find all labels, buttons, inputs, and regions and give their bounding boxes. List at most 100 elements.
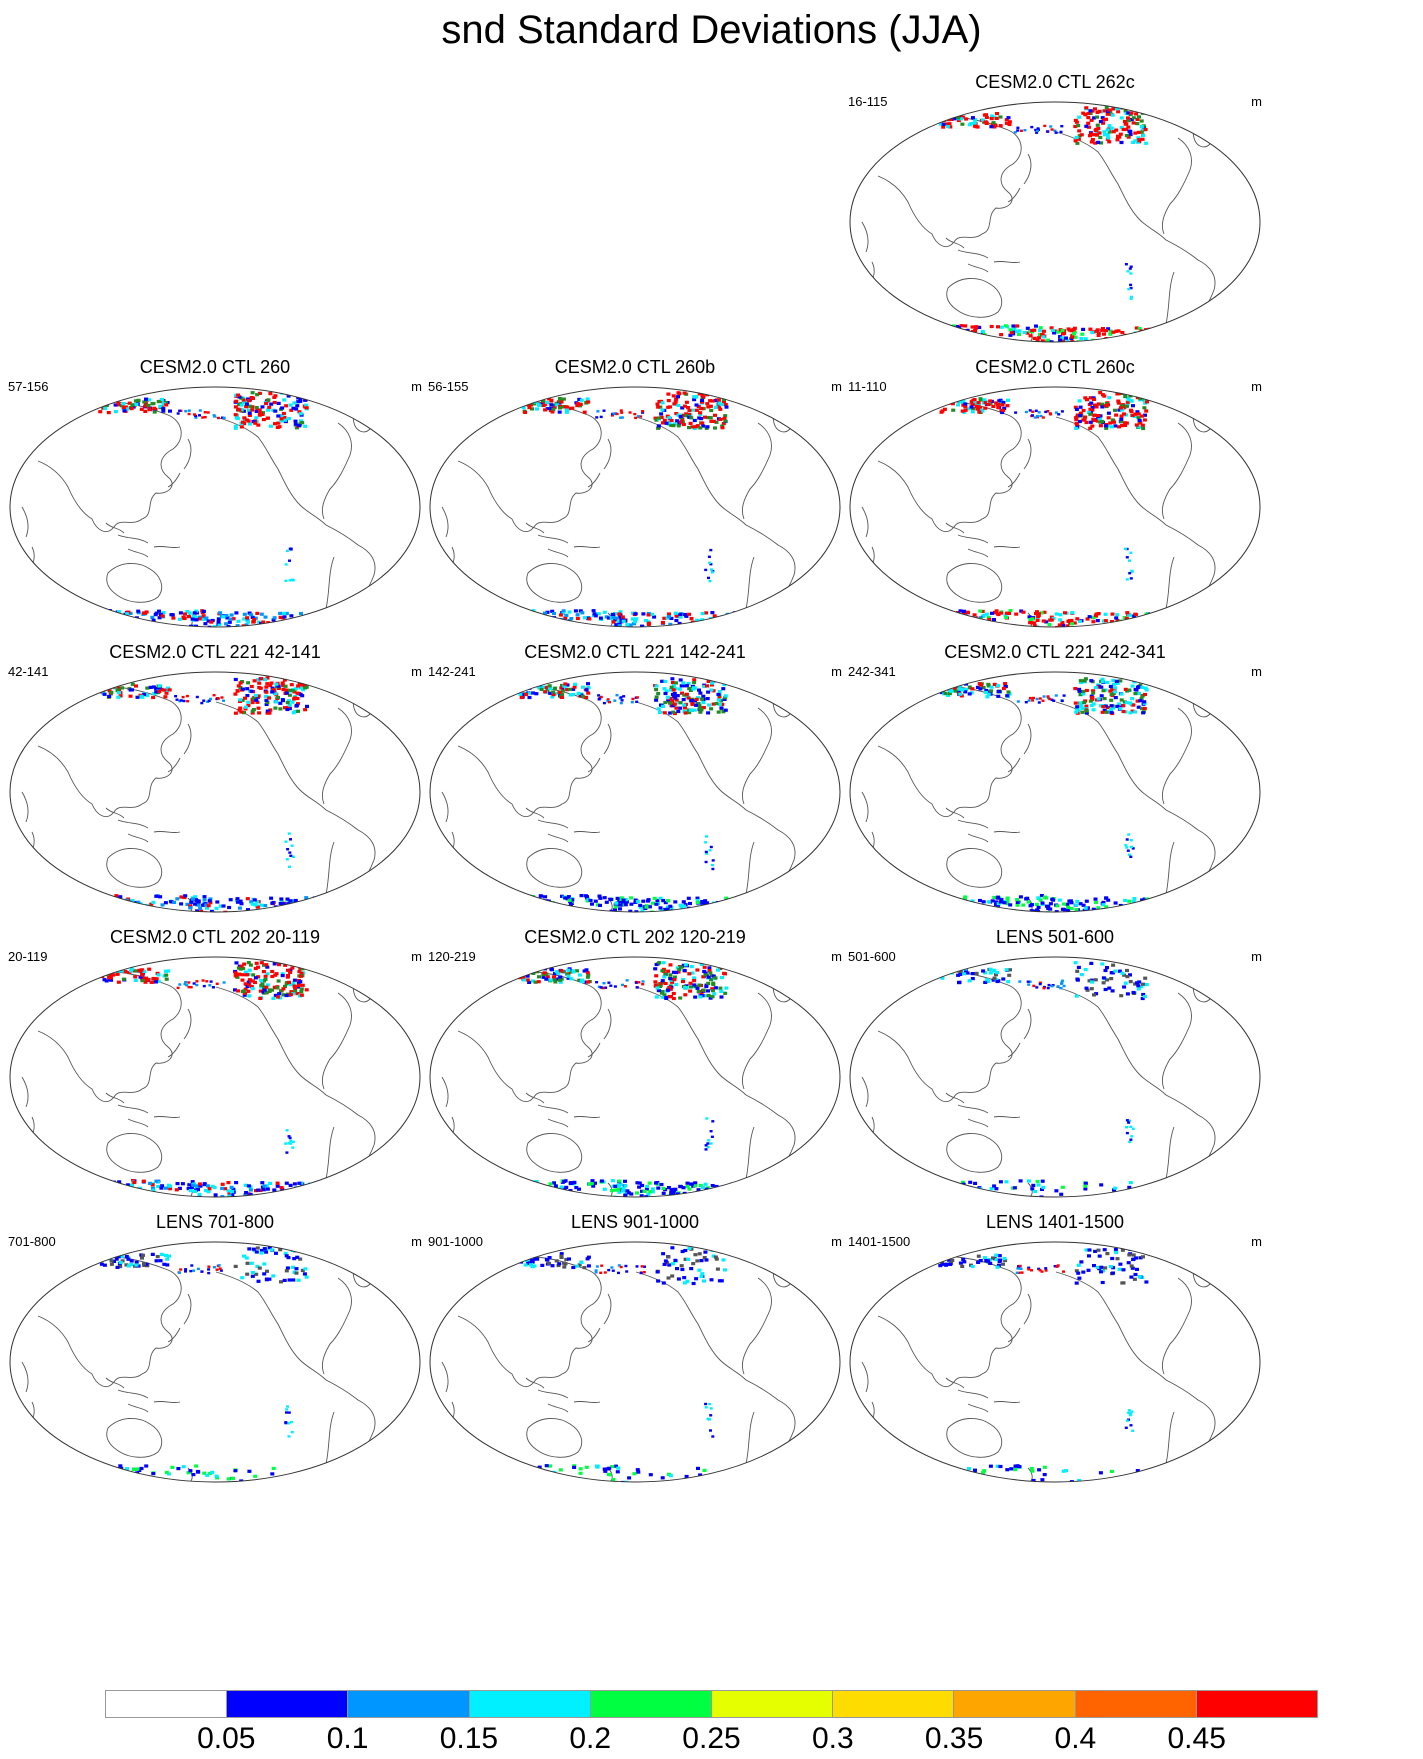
snow-cell: [1145, 678, 1149, 682]
snow-cell: [513, 617, 518, 621]
snow-cell: [565, 688, 570, 692]
snow-cell: [654, 698, 659, 702]
snow-cell: [142, 969, 147, 973]
snow-cell: [743, 625, 748, 627]
snow-cell: [176, 986, 180, 990]
snow-cell: [217, 416, 220, 420]
snow-cell: [206, 619, 211, 623]
snow-cell: [177, 617, 182, 621]
snow-cell: [1031, 699, 1035, 702]
snow-cell: [992, 125, 997, 129]
panel-title: CESM2.0 CTL 260: [139, 357, 291, 377]
snow-cell: [1106, 705, 1110, 710]
snow-cell: [140, 973, 145, 977]
snow-cell: [244, 1256, 249, 1260]
snow-cell: [956, 112, 961, 116]
snow-cell: [1153, 1185, 1158, 1189]
snow-cell: [943, 1466, 948, 1470]
snow-cell: [1125, 968, 1129, 973]
snow-cell: [963, 402, 968, 406]
snow-cell: [699, 708, 704, 712]
snow-cell: [1047, 622, 1052, 627]
snow-cell: [705, 402, 710, 406]
snow-cell: [668, 711, 673, 715]
snow-cell: [1142, 700, 1147, 704]
snow-cell: [1128, 559, 1131, 562]
snow-cell: [1075, 969, 1080, 973]
snow-cell: [617, 1271, 620, 1275]
snow-cell: [711, 1254, 716, 1258]
snow-cell: [1141, 426, 1146, 431]
snow-cell: [256, 694, 261, 698]
snow-cell: [958, 972, 963, 976]
snow-cell: [1143, 108, 1148, 112]
snow-cell: [1131, 847, 1135, 850]
snow-cell: [265, 416, 270, 420]
snow-cell: [677, 687, 682, 691]
coastline: [877, 1255, 1022, 1387]
snow-cell: [736, 616, 741, 620]
snow-cell: [687, 711, 692, 715]
panel-year-range: 501-600: [848, 949, 896, 964]
snow-cell: [612, 412, 616, 415]
snow-cell: [1126, 119, 1131, 123]
snow-cell: [568, 970, 573, 974]
snow-cell: [1128, 1140, 1132, 1144]
snow-cell: [1124, 263, 1128, 266]
snow-cell: [313, 898, 318, 902]
snow-cell: [233, 971, 238, 975]
snow-cell: [705, 697, 710, 701]
snow-cell: [1026, 1179, 1031, 1183]
snow-cell: [265, 1187, 270, 1191]
snow-cell: [215, 1476, 220, 1480]
snow-cell: [187, 1183, 192, 1187]
snow-cell: [1130, 1135, 1134, 1138]
snow-cell: [304, 896, 309, 900]
snow-cell: [1060, 410, 1064, 413]
snow-cell: [282, 415, 287, 420]
snow-cell: [302, 1272, 307, 1276]
snow-cell: [283, 963, 288, 967]
snow-cell: [667, 1480, 672, 1482]
snow-cell: [635, 700, 639, 703]
snow-cell: [1005, 404, 1010, 408]
snow-cell: [682, 709, 687, 713]
snow-cell: [1152, 900, 1157, 904]
snow-cell: [659, 415, 664, 419]
snow-cell: [563, 616, 568, 620]
snow-cell: [1128, 973, 1132, 977]
snow-cell: [597, 894, 602, 898]
snow-cell: [1100, 405, 1105, 409]
snow-cell: [1049, 125, 1053, 128]
snow-cell: [720, 901, 725, 905]
snow-cell: [982, 1469, 987, 1473]
snow-cell: [996, 405, 1001, 410]
snow-cell: [284, 579, 288, 582]
snow-cell: [198, 414, 201, 417]
snow-cell: [249, 985, 254, 989]
snow-cell: [1077, 687, 1082, 691]
snow-cell: [733, 1196, 738, 1197]
coastline: [537, 1389, 601, 1413]
snow-cell: [633, 620, 638, 624]
snow-cell: [584, 895, 589, 899]
snow-cell: [1136, 617, 1141, 621]
snow-cell: [299, 1474, 304, 1478]
snow-cell: [1093, 107, 1097, 111]
snow-cell: [290, 1195, 295, 1197]
panel-title: LENS 901-1000: [570, 1212, 700, 1232]
snow-cell: [588, 898, 593, 903]
snow-cell: [549, 399, 554, 403]
snow-cell: [613, 618, 618, 622]
snow-cell: [548, 1464, 552, 1468]
snow-cell: [134, 1188, 139, 1192]
snow-cell: [527, 682, 532, 686]
snow-cell: [281, 993, 286, 997]
snow-cell: [1091, 615, 1096, 619]
snow-cell: [107, 1471, 112, 1475]
snow-cell: [525, 612, 529, 616]
snow-cell: [1018, 1179, 1023, 1183]
snow-cell: [184, 410, 188, 413]
snow-cell: [1087, 979, 1092, 983]
snow-cell: [1088, 420, 1093, 424]
